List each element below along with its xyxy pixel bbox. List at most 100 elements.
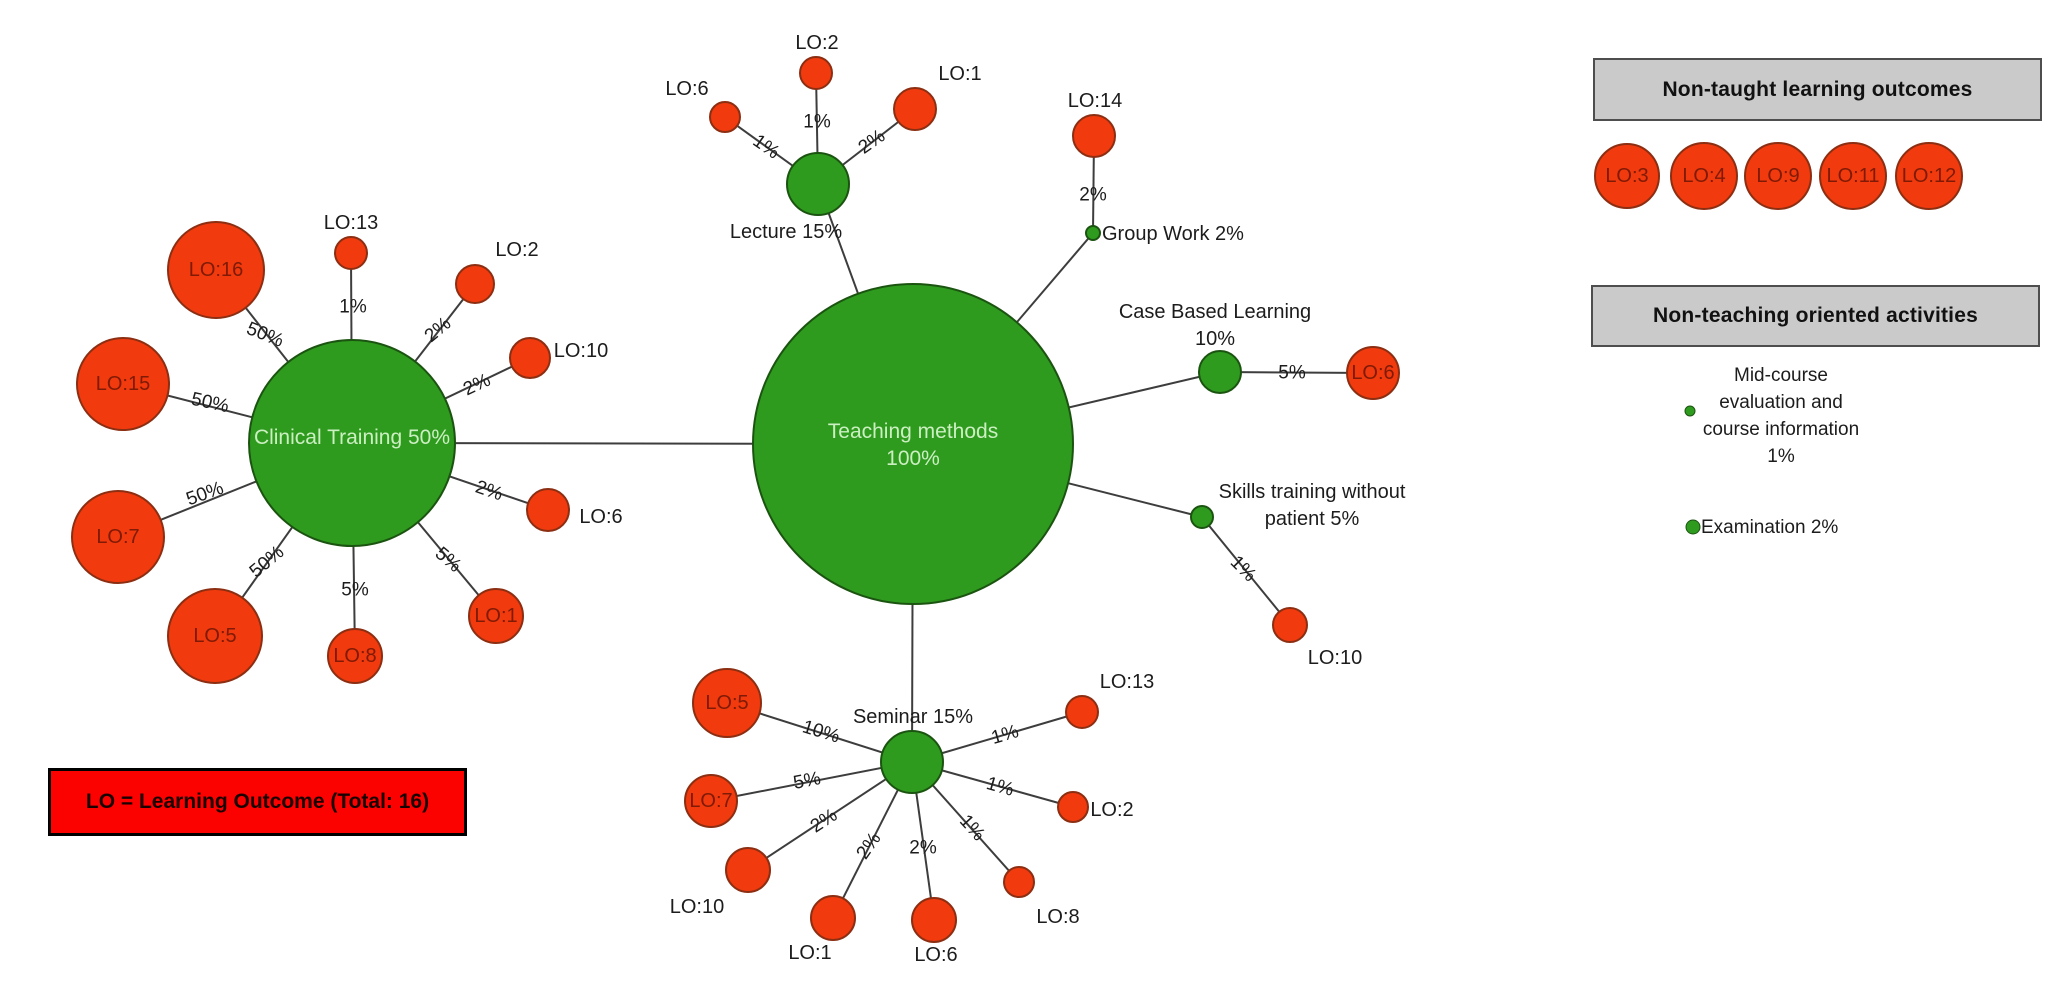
outcome-node-sem-lo2 <box>1057 791 1089 823</box>
edge-label-seminar-sem-lo2: 1% <box>984 773 1016 801</box>
outcome-node-sk-lo10 <box>1272 607 1308 643</box>
outcome-label-sk-lo10: LO:10 <box>1308 647 1362 669</box>
panel-outcome-node-nt-lo4 <box>1670 142 1738 210</box>
panel-outcome-label-nt-lo3: LO:3 <box>1605 165 1648 187</box>
edge-seminar-sem-lo7 <box>710 761 913 802</box>
method-label-lecture: Lecture 15% <box>730 221 843 243</box>
outcome-label-sem-lo2: LO:2 <box>1090 799 1133 821</box>
edge-label-clinical-cl-lo15: 50% <box>189 389 231 417</box>
panel-outcome-label-nt-lo9: LO:9 <box>1756 165 1799 187</box>
outcome-label-cl-lo16: LO:16 <box>189 259 243 281</box>
edge-label-seminar-sem-lo1: 2% <box>853 829 886 864</box>
edge-label-groupwork-gw-lo14: 2% <box>1079 185 1107 206</box>
outcome-node-cl-lo2 <box>455 264 495 304</box>
outcome-label-cl-lo10: LO:10 <box>554 340 608 362</box>
activity-dot-midcourse <box>1684 405 1696 417</box>
outcome-label-cl-lo6: LO:6 <box>579 506 622 528</box>
panel-outcome-node-nt-lo9 <box>1744 142 1812 210</box>
edge-label-clinical-cl-lo10: 2% <box>460 370 494 401</box>
outcome-label-lec-lo1: LO:1 <box>938 63 981 85</box>
panel-outcome-label-nt-lo11: LO:11 <box>1827 165 1880 187</box>
outcome-label-sem-lo6: LO:6 <box>914 944 957 966</box>
method-node-seminar <box>880 730 944 794</box>
edge-label-clinical-cl-lo5: 50% <box>246 542 289 583</box>
panel-outcome-label-nt-lo4: LO:4 <box>1682 165 1725 187</box>
outcome-label-cl-lo2: LO:2 <box>495 239 538 261</box>
outcome-node-sem-lo7 <box>684 774 738 828</box>
outcome-label-cl-lo15: LO:15 <box>96 373 150 395</box>
outcome-label-cl-lo5: LO:5 <box>193 625 236 647</box>
outcome-node-sem-lo5 <box>692 668 762 738</box>
outcome-label-lec-lo6: LO:6 <box>665 78 708 100</box>
outcome-node-cl-lo13 <box>334 236 368 270</box>
method-label-teaching: Teaching methods 100% <box>828 420 998 470</box>
method-label-skills: Skills training without patient 5% <box>1219 481 1406 530</box>
method-node-cbl <box>1198 350 1242 394</box>
outcome-label-sem-lo1: LO:1 <box>788 942 831 964</box>
activity-label-midcourse: Mid-course evaluation and course informati… <box>1703 365 1859 467</box>
outcome-node-sem-lo8 <box>1003 866 1035 898</box>
outcome-label-cl-lo1: LO:1 <box>474 605 517 627</box>
edge-seminar-sem-lo10 <box>747 761 913 871</box>
outcome-label-cl-lo7: LO:7 <box>96 526 139 548</box>
non-teaching-activities-header: Non-teaching oriented activities <box>1591 285 2040 347</box>
outcome-node-cl-lo5 <box>167 588 263 684</box>
outcome-node-cl-lo16 <box>167 221 265 319</box>
outcome-node-sem-lo10 <box>725 847 771 893</box>
edge-label-clinical-cl-lo16: 50% <box>243 318 286 352</box>
edge-label-lecture-lec-lo2: 1% <box>803 112 831 133</box>
panel-outcome-node-nt-lo11 <box>1819 142 1887 210</box>
outcome-node-cl-lo1 <box>468 588 524 644</box>
activity-label-examination: Examination 2% <box>1701 517 1838 538</box>
panel-outcome-label-nt-lo12: LO:12 <box>1902 165 1956 187</box>
non-taught-outcomes-header: Non-taught learning outcomes <box>1593 58 2042 121</box>
outcome-label-sem-lo7: LO:7 <box>689 790 732 812</box>
edge-label-seminar-sem-lo6: 2% <box>909 838 937 859</box>
edge-label-cbl-cbl-lo6: 5% <box>1278 363 1306 384</box>
edge-label-seminar-sem-lo10: 2% <box>807 805 842 838</box>
outcome-node-cl-lo15 <box>76 337 170 431</box>
edge-label-seminar-sem-lo5: 10% <box>800 716 843 747</box>
edge-label-seminar-sem-lo7: 5% <box>792 768 823 794</box>
outcome-label-cbl-lo6: LO:6 <box>1351 362 1394 384</box>
outcome-label-cl-lo8: LO:8 <box>333 645 376 667</box>
method-node-groupwork <box>1085 225 1101 241</box>
outcome-label-gw-lo14: LO:14 <box>1068 90 1122 112</box>
panel-outcome-node-nt-lo12 <box>1895 142 1963 210</box>
method-node-clinical <box>248 339 456 547</box>
method-node-teaching <box>752 283 1074 605</box>
outcome-label-lec-lo2: LO:2 <box>795 32 838 54</box>
activity-dot-examination <box>1685 519 1701 535</box>
outcome-node-gw-lo14 <box>1072 114 1116 158</box>
edge-label-clinical-cl-lo7: 50% <box>184 478 227 511</box>
outcome-node-cl-lo7 <box>71 490 165 584</box>
outcome-node-lec-lo1 <box>893 87 937 131</box>
outcome-label-cl-lo13: LO:13 <box>324 212 378 234</box>
outcome-node-sem-lo1 <box>810 895 856 941</box>
outcome-node-sem-lo13 <box>1065 695 1099 729</box>
outcome-node-lec-lo6 <box>709 101 741 133</box>
method-label-groupwork: Group Work 2% <box>1102 223 1244 245</box>
edge-label-clinical-cl-lo6: 2% <box>473 477 506 506</box>
method-label-cbl: Case Based Learning 10% <box>1119 301 1311 350</box>
outcome-node-cl-lo6 <box>526 488 570 532</box>
panel-outcome-node-nt-lo3 <box>1594 143 1660 209</box>
outcome-node-cl-lo8 <box>327 628 383 684</box>
edge-label-clinical-cl-lo8: 5% <box>341 580 369 601</box>
edge-label-clinical-cl-lo13: 1% <box>339 297 367 318</box>
outcome-node-sem-lo6 <box>911 897 957 943</box>
outcome-label-sem-lo5: LO:5 <box>705 692 748 714</box>
edge-label-lecture-lec-lo6: 1% <box>749 131 784 164</box>
outcome-label-sem-lo13: LO:13 <box>1100 671 1154 693</box>
edge-label-seminar-sem-lo13: 1% <box>989 721 1021 749</box>
edge-label-clinical-cl-lo2: 2% <box>421 313 456 347</box>
outcome-label-sem-lo8: LO:8 <box>1036 906 1079 928</box>
method-node-skills <box>1190 505 1214 529</box>
edge-label-lecture-lec-lo1: 2% <box>855 125 890 158</box>
outcome-node-lec-lo2 <box>799 56 833 90</box>
method-label-seminar: Seminar 15% <box>853 706 973 728</box>
method-label-clinical: Clinical Training 50% <box>254 426 450 449</box>
lo-legend-box: LO = Learning Outcome (Total: 16) <box>48 768 467 836</box>
